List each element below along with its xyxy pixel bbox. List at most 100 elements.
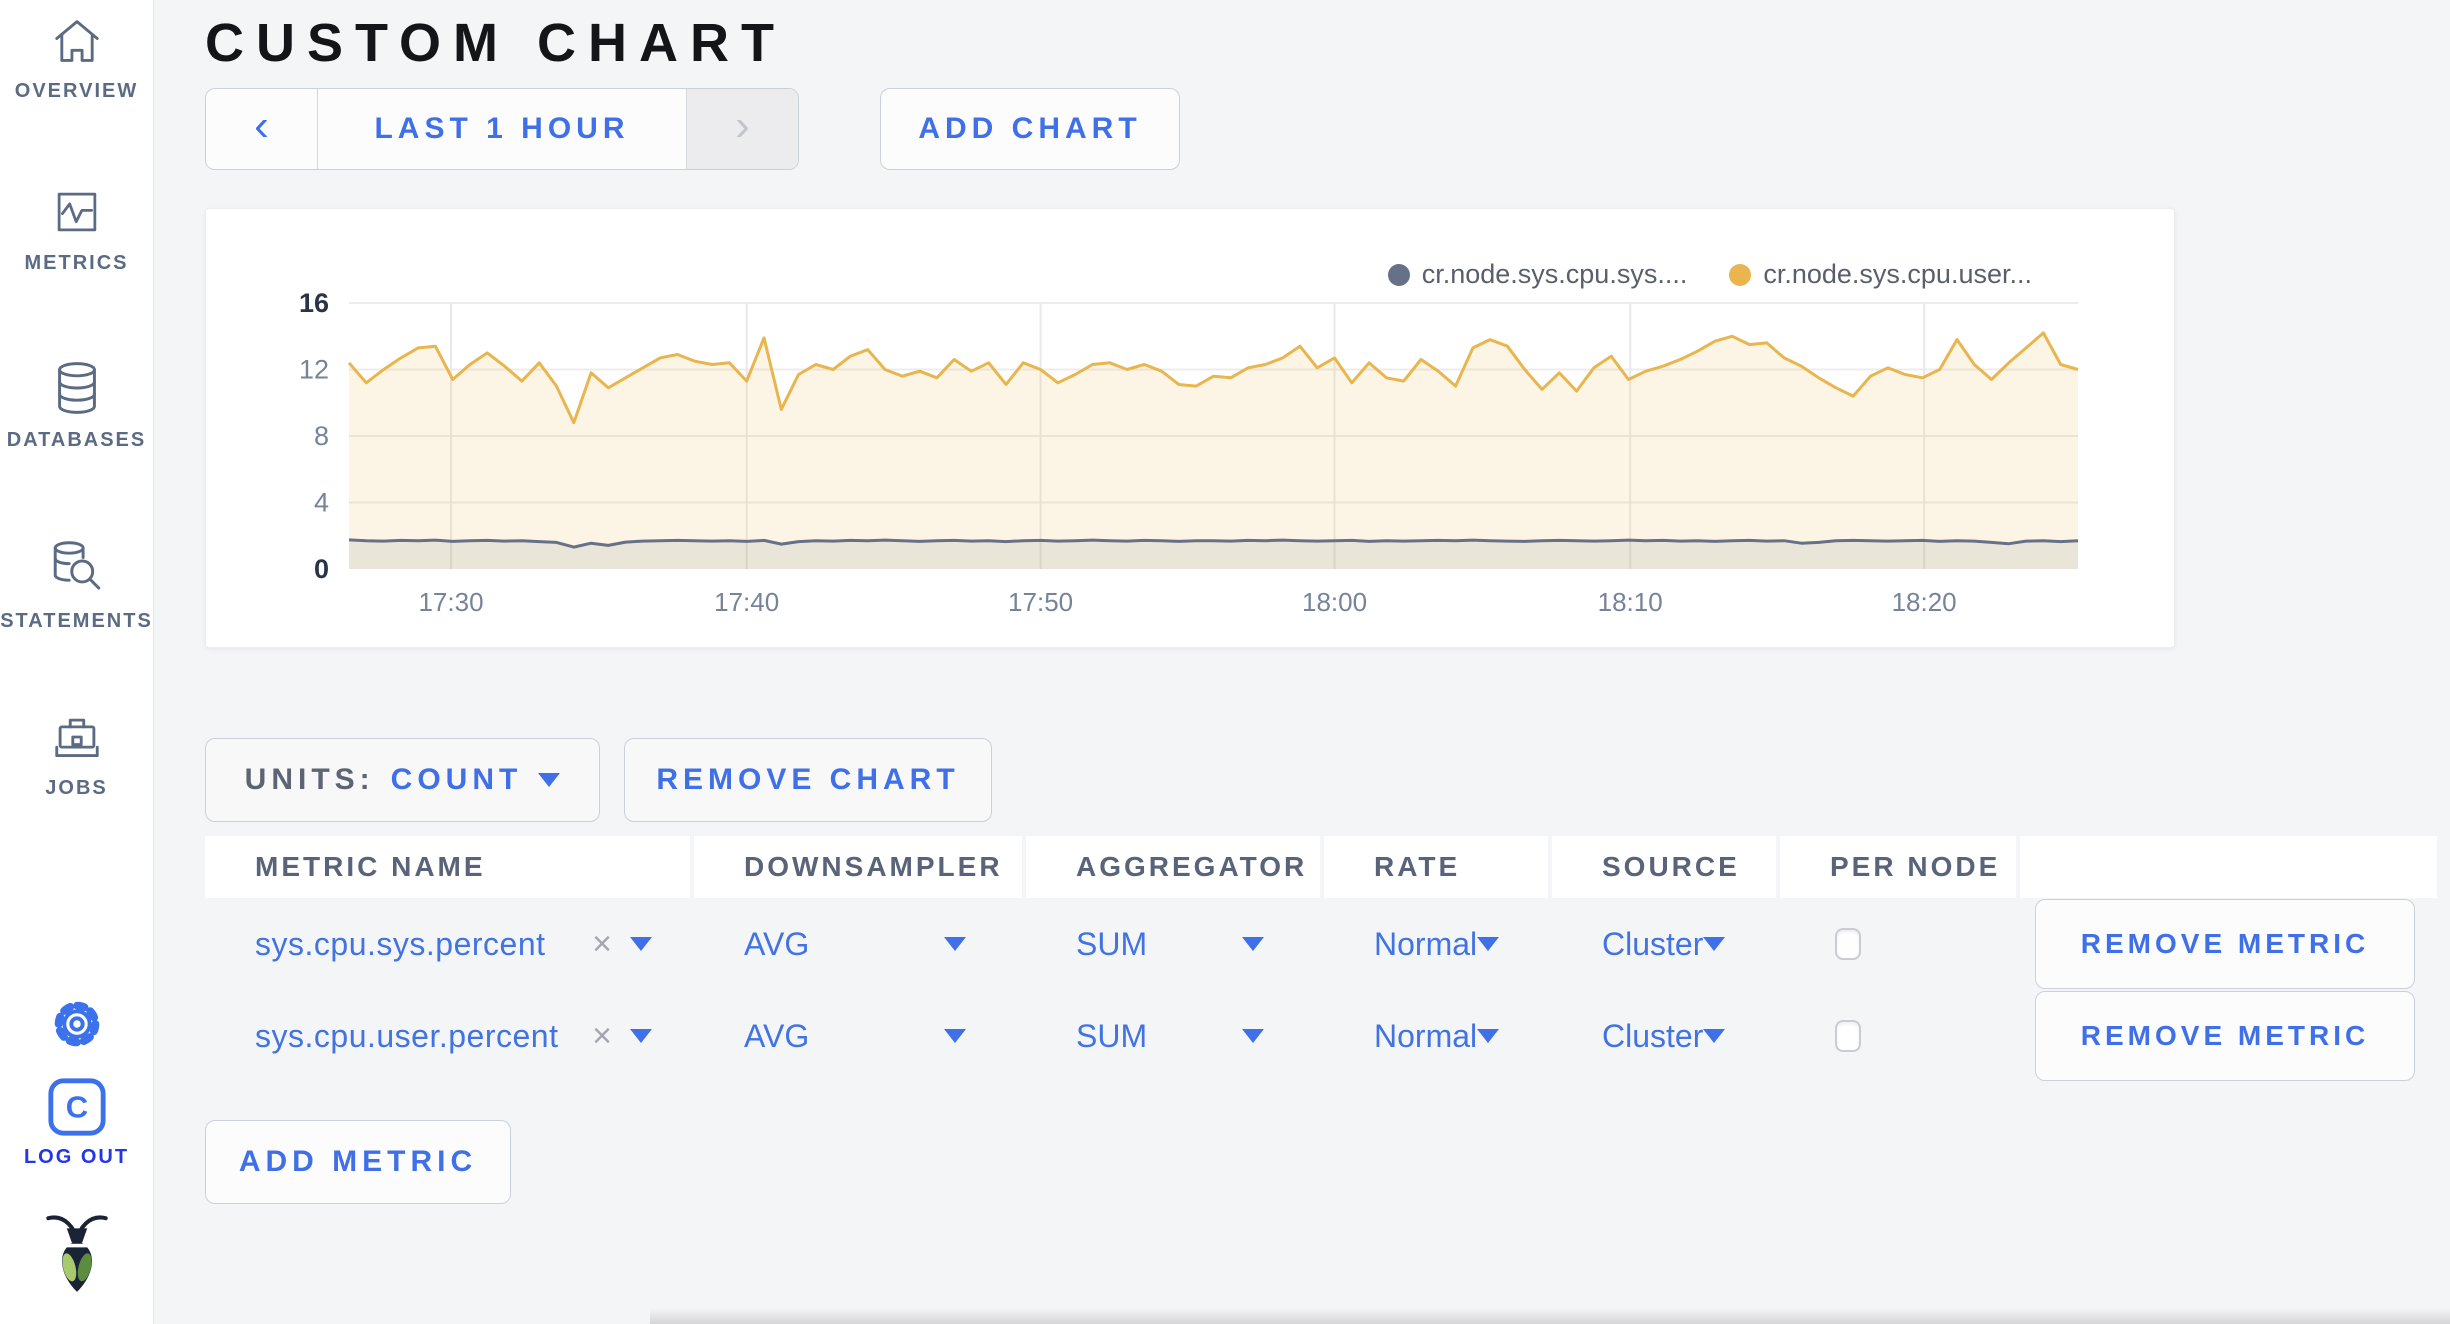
aggregator-select[interactable]: SUM	[1026, 1018, 1320, 1055]
metrics-table: METRIC NAME DOWNSAMPLER AGGREGATOR RATE …	[205, 836, 2437, 1082]
svg-text:18:20: 18:20	[1892, 587, 1957, 617]
briefcase-icon	[54, 718, 99, 757]
rate-value: Normal	[1374, 1017, 1478, 1054]
table-row: sys.cpu.user.percent × AVG SUM Normal	[205, 990, 2437, 1082]
legend-item-user[interactable]: cr.node.sys.cpu.user...	[1729, 259, 2032, 290]
metric-name-value: sys.cpu.sys.percent	[255, 925, 546, 962]
rate-select[interactable]: Normal	[1324, 926, 1548, 963]
metrics-pulse-icon	[57, 192, 96, 232]
downsampler-select[interactable]: AVG	[694, 926, 1022, 963]
page-title: CUSTOM CHART	[205, 13, 786, 73]
column-header-actions	[2020, 836, 2437, 898]
column-header-rate: RATE	[1324, 836, 1548, 898]
caret-down-icon	[1703, 1029, 1726, 1043]
source-value: Cluster	[1602, 925, 1704, 962]
sidebar: OVERVIEW METRICS DATABASES	[0, 0, 154, 1324]
main-content: CUSTOM CHART ‹ LAST 1 HOUR › ADD CHART c…	[154, 0, 2450, 1324]
add-chart-button[interactable]: ADD CHART	[880, 88, 1180, 170]
caret-down-icon	[1703, 937, 1726, 951]
units-dropdown[interactable]: UNITS: COUNT	[205, 738, 600, 822]
series-dot-icon	[1387, 263, 1410, 286]
aggregator-value: SUM	[1076, 925, 1148, 962]
caret-down-icon	[1477, 1029, 1500, 1043]
rate-select[interactable]: Normal	[1324, 1018, 1548, 1055]
column-header-metric-name: METRIC NAME	[205, 836, 690, 898]
per-node-checkbox[interactable]	[1835, 928, 1861, 960]
caret-down-icon	[1477, 937, 1500, 951]
downsampler-select[interactable]: AVG	[694, 1018, 1022, 1055]
svg-text:4: 4	[314, 488, 329, 518]
svg-text:0: 0	[314, 554, 329, 584]
sidebar-item-jobs[interactable]: JOBS	[0, 711, 153, 800]
sidebar-item-label: STATEMENTS	[0, 610, 153, 632]
column-header-per-node: PER NODE	[1780, 836, 2016, 898]
column-header-aggregator: AGGREGATOR	[1026, 836, 1320, 898]
sidebar-item-label: METRICS	[24, 252, 129, 274]
column-header-downsampler: DOWNSAMPLER	[694, 836, 1022, 898]
time-range-next-button[interactable]: ›	[686, 89, 798, 169]
per-node-checkbox[interactable]	[1835, 1020, 1861, 1052]
aggregator-value: SUM	[1076, 1017, 1148, 1054]
aggregator-select[interactable]: SUM	[1026, 926, 1320, 963]
legend-label: cr.node.sys.cpu.user...	[1763, 259, 2032, 289]
per-node-cell	[1780, 1020, 2016, 1052]
clear-icon[interactable]: ×	[592, 924, 612, 963]
svg-text:18:10: 18:10	[1598, 587, 1663, 617]
chart-legend: cr.node.sys.cpu.sys.... cr.node.sys.cpu.…	[1387, 259, 2032, 290]
svg-text:8: 8	[314, 421, 329, 451]
caret-down-icon	[944, 937, 966, 951]
remove-metric-button[interactable]: REMOVE METRIC	[2035, 991, 2415, 1081]
logout-icon: C	[47, 1078, 106, 1136]
legend-item-sys[interactable]: cr.node.sys.cpu.sys....	[1387, 259, 1688, 290]
time-range-prev-button[interactable]: ‹	[206, 89, 318, 169]
legend-label: cr.node.sys.cpu.sys....	[1421, 259, 1688, 289]
sidebar-item-label: OVERVIEW	[14, 80, 139, 102]
metrics-table-header: METRIC NAME DOWNSAMPLER AGGREGATOR RATE …	[205, 836, 2437, 898]
time-range-value[interactable]: LAST 1 HOUR	[318, 89, 686, 169]
add-metric-button[interactable]: ADD METRIC	[205, 1120, 511, 1204]
caret-down-icon	[1242, 1029, 1264, 1043]
home-icon	[54, 20, 99, 62]
svg-text:C: C	[65, 1090, 87, 1125]
svg-text:16: 16	[299, 288, 329, 318]
sidebar-item-overview[interactable]: OVERVIEW	[0, 16, 153, 103]
source-select[interactable]: Cluster	[1552, 1018, 1776, 1055]
sidebar-settings-button[interactable]	[0, 996, 153, 1052]
caret-down-icon	[538, 773, 561, 787]
metric-name-combobox[interactable]: sys.cpu.user.percent ×	[205, 1017, 690, 1056]
remove-chart-button[interactable]: REMOVE CHART	[624, 738, 992, 822]
sidebar-logout-button[interactable]: C LOG OUT	[0, 1076, 153, 1169]
units-value: COUNT	[390, 763, 523, 796]
chart-svg: 0 4 8 12 16 17:30 17:40 17:50 18:00 18:10 18:20	[299, 288, 2079, 617]
actions-cell: REMOVE METRIC	[2020, 991, 2437, 1081]
remove-metric-button[interactable]: REMOVE METRIC	[2035, 899, 2415, 989]
metric-name-combobox[interactable]: sys.cpu.sys.percent ×	[205, 925, 690, 964]
chevron-left-icon: ‹	[254, 101, 269, 150]
time-range-control: ‹ LAST 1 HOUR ›	[205, 88, 799, 170]
caret-down-icon	[1242, 937, 1264, 951]
toolbar: ‹ LAST 1 HOUR › ADD CHART	[205, 88, 2450, 170]
series-dot-icon	[1729, 263, 1752, 286]
chart-controls-row: UNITS: COUNT REMOVE CHART	[205, 738, 2450, 822]
svg-text:17:30: 17:30	[418, 587, 483, 617]
source-value: Cluster	[1602, 1017, 1704, 1054]
downsampler-value: AVG	[744, 1017, 810, 1054]
svg-text:17:50: 17:50	[1008, 587, 1073, 617]
clear-icon[interactable]: ×	[592, 1016, 612, 1055]
sidebar-item-databases[interactable]: DATABASES	[0, 361, 153, 452]
database-icon	[57, 362, 96, 414]
units-label: UNITS:	[244, 763, 375, 796]
sidebar-item-statements[interactable]: STATEMENTS	[0, 540, 153, 633]
caret-down-icon	[630, 937, 652, 951]
downsampler-value: AVG	[744, 925, 810, 962]
source-select[interactable]: Cluster	[1552, 926, 1776, 963]
caret-down-icon	[630, 1029, 652, 1043]
metric-name-value: sys.cpu.user.percent	[255, 1017, 559, 1054]
caret-down-icon	[944, 1029, 966, 1043]
chevron-right-icon: ›	[735, 101, 750, 150]
svg-text:17:40: 17:40	[714, 587, 779, 617]
sidebar-logout-label: LOG OUT	[23, 1146, 130, 1168]
table-row: sys.cpu.sys.percent × AVG SUM Normal	[205, 898, 2437, 990]
sidebar-item-metrics[interactable]: METRICS	[0, 186, 153, 275]
